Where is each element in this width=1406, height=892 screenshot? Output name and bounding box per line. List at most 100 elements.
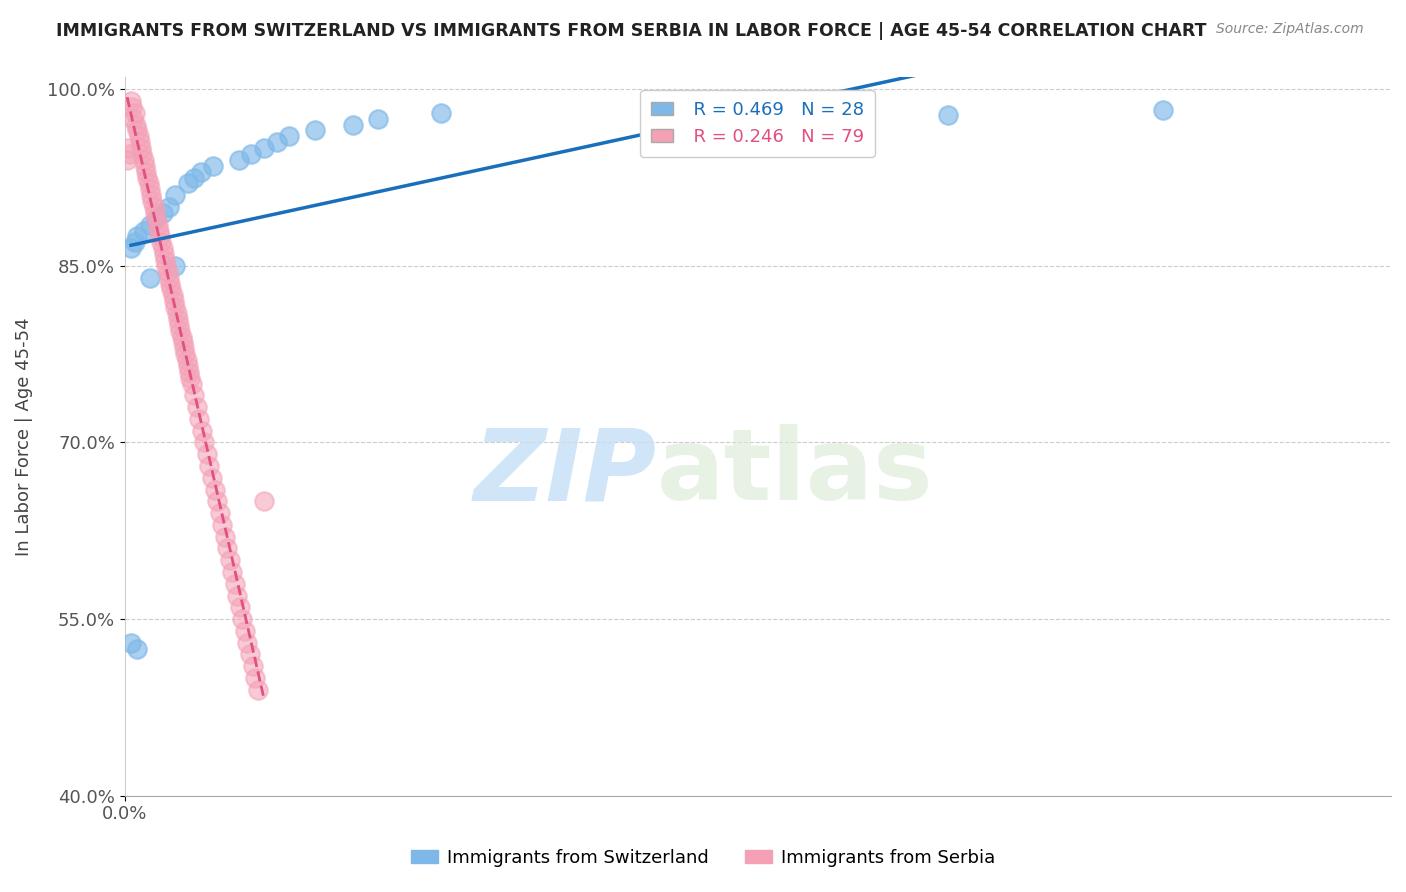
Point bbox=[163, 294, 186, 309]
Point bbox=[145, 211, 167, 226]
Point bbox=[127, 641, 149, 656]
Point bbox=[188, 412, 211, 426]
Point bbox=[176, 353, 198, 368]
Point bbox=[162, 288, 184, 302]
Point bbox=[169, 324, 191, 338]
Point bbox=[128, 135, 150, 149]
Point bbox=[139, 270, 162, 285]
Point bbox=[253, 494, 276, 508]
Point bbox=[205, 494, 228, 508]
Point bbox=[186, 400, 208, 414]
Point bbox=[195, 447, 218, 461]
Point bbox=[115, 153, 138, 167]
Point bbox=[132, 223, 155, 237]
Point bbox=[936, 108, 959, 122]
Point bbox=[198, 458, 221, 473]
Point bbox=[152, 241, 174, 255]
Point bbox=[239, 648, 262, 662]
Point bbox=[127, 229, 149, 244]
Text: Source: ZipAtlas.com: Source: ZipAtlas.com bbox=[1216, 22, 1364, 37]
Point bbox=[180, 376, 202, 391]
Point bbox=[242, 659, 264, 673]
Point bbox=[165, 300, 187, 314]
Point bbox=[150, 235, 173, 250]
Point bbox=[179, 365, 201, 379]
Text: IMMIGRANTS FROM SWITZERLAND VS IMMIGRANTS FROM SERBIA IN LABOR FORCE | AGE 45-54: IMMIGRANTS FROM SWITZERLAND VS IMMIGRANT… bbox=[56, 22, 1206, 40]
Point bbox=[204, 483, 226, 497]
Point bbox=[240, 147, 263, 161]
Point bbox=[183, 170, 205, 185]
Point bbox=[143, 206, 166, 220]
Point bbox=[136, 170, 159, 185]
Point bbox=[125, 118, 148, 132]
Point bbox=[214, 530, 236, 544]
Point bbox=[170, 329, 193, 343]
Point bbox=[218, 553, 240, 567]
Point bbox=[221, 565, 243, 579]
Point bbox=[120, 635, 142, 649]
Point bbox=[127, 123, 149, 137]
Point bbox=[157, 200, 180, 214]
Point bbox=[224, 576, 246, 591]
Legend:   R = 0.469   N = 28,   R = 0.246   N = 79: R = 0.469 N = 28, R = 0.246 N = 79 bbox=[640, 90, 875, 157]
Point bbox=[179, 370, 201, 384]
Legend: Immigrants from Switzerland, Immigrants from Serbia: Immigrants from Switzerland, Immigrants … bbox=[404, 842, 1002, 874]
Point bbox=[430, 105, 453, 120]
Point bbox=[172, 335, 194, 350]
Y-axis label: In Labor Force | Age 45-54: In Labor Force | Age 45-54 bbox=[15, 318, 32, 556]
Point bbox=[236, 635, 259, 649]
Point bbox=[141, 194, 163, 208]
Point bbox=[132, 153, 155, 167]
Point bbox=[166, 311, 188, 326]
Point bbox=[190, 164, 212, 178]
Point bbox=[148, 223, 170, 237]
Point bbox=[201, 471, 224, 485]
Point bbox=[165, 188, 187, 202]
Point bbox=[128, 129, 150, 144]
Point bbox=[202, 159, 225, 173]
Point bbox=[166, 306, 188, 320]
Point bbox=[208, 506, 231, 520]
Point bbox=[138, 177, 160, 191]
Point bbox=[211, 517, 233, 532]
Point bbox=[146, 218, 169, 232]
Point bbox=[174, 347, 197, 361]
Point bbox=[342, 118, 364, 132]
Point bbox=[253, 141, 276, 155]
Point bbox=[167, 318, 190, 332]
Point bbox=[165, 259, 187, 273]
Text: ZIP: ZIP bbox=[474, 424, 657, 521]
Point bbox=[142, 200, 165, 214]
Point bbox=[243, 671, 266, 685]
Point bbox=[233, 624, 256, 638]
Point bbox=[278, 129, 301, 144]
Point bbox=[145, 211, 167, 226]
Point bbox=[149, 229, 172, 244]
Point bbox=[139, 182, 162, 196]
Point bbox=[124, 105, 146, 120]
Point bbox=[367, 112, 389, 126]
Point bbox=[191, 424, 214, 438]
Point bbox=[134, 159, 156, 173]
Point bbox=[156, 265, 179, 279]
Point bbox=[153, 252, 176, 267]
Point bbox=[177, 177, 200, 191]
Point bbox=[217, 541, 239, 556]
Point bbox=[122, 112, 145, 126]
Point bbox=[120, 241, 142, 255]
Point bbox=[159, 277, 181, 291]
Point bbox=[129, 141, 152, 155]
Point bbox=[118, 147, 141, 161]
Point bbox=[135, 164, 157, 178]
Point bbox=[139, 218, 162, 232]
Point bbox=[231, 612, 253, 626]
Point bbox=[226, 589, 249, 603]
Point bbox=[117, 141, 139, 155]
Point bbox=[246, 682, 269, 697]
Point bbox=[153, 247, 176, 261]
Point bbox=[304, 123, 326, 137]
Point bbox=[131, 147, 153, 161]
Point bbox=[173, 341, 195, 355]
Point bbox=[157, 270, 180, 285]
Point bbox=[1152, 103, 1174, 118]
